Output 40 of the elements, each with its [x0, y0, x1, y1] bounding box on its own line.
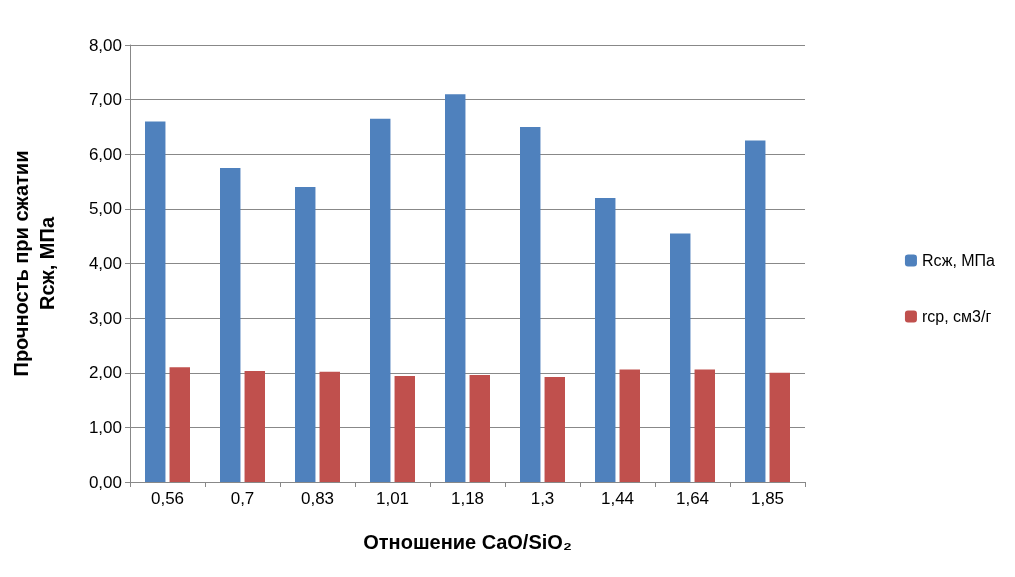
bar: [544, 377, 565, 482]
x-tick-label: 1,18: [450, 489, 485, 508]
legend-label: rср, см3/г: [921, 308, 992, 325]
legend-label: Rсж, МПа: [921, 252, 996, 269]
y-tick-label: 0,00: [88, 472, 122, 492]
bar: [169, 367, 190, 482]
x-tick-label: 1,64: [675, 489, 710, 508]
bar: [394, 376, 415, 482]
y-axis-title: Прочность при сжатии Rсж, МПа: [10, 150, 58, 377]
bar: [295, 187, 316, 482]
y-tick-label: 8,00: [88, 35, 122, 55]
bar: [694, 369, 715, 482]
y-tick-label: 1,00: [88, 417, 122, 437]
bar: [670, 233, 691, 482]
x-tick-label: 1,3: [530, 489, 555, 508]
x-tick-label: 0,7: [230, 489, 255, 508]
bar: [469, 374, 490, 482]
bar: [145, 121, 166, 482]
x-axis-title: Отношение CaO/SiO₂: [363, 531, 572, 553]
bar: [619, 369, 640, 482]
y-tick-label: 6,00: [88, 144, 122, 164]
bar: [319, 371, 340, 482]
x-tick-label: 1,01: [375, 489, 410, 508]
x-tick-label: 1,85: [750, 489, 785, 508]
x-tick-label: 0,83: [300, 489, 335, 508]
y-tick-label: 2,00: [88, 363, 122, 383]
y-tick-label: 7,00: [88, 90, 122, 110]
bar: [520, 126, 541, 482]
bar: [220, 167, 241, 482]
bar: [244, 371, 265, 482]
y-tick-label: 3,00: [88, 308, 122, 328]
y-tick-label: 4,00: [88, 254, 122, 273]
x-tick-label: 0,56: [150, 489, 185, 508]
y-tick-label: 5,00: [88, 199, 122, 219]
x-tick-label: 1,44: [600, 489, 635, 508]
bar: [445, 94, 466, 482]
bar: [370, 118, 391, 482]
bar: [595, 197, 616, 482]
bar: [745, 140, 766, 482]
bar: [769, 372, 790, 482]
